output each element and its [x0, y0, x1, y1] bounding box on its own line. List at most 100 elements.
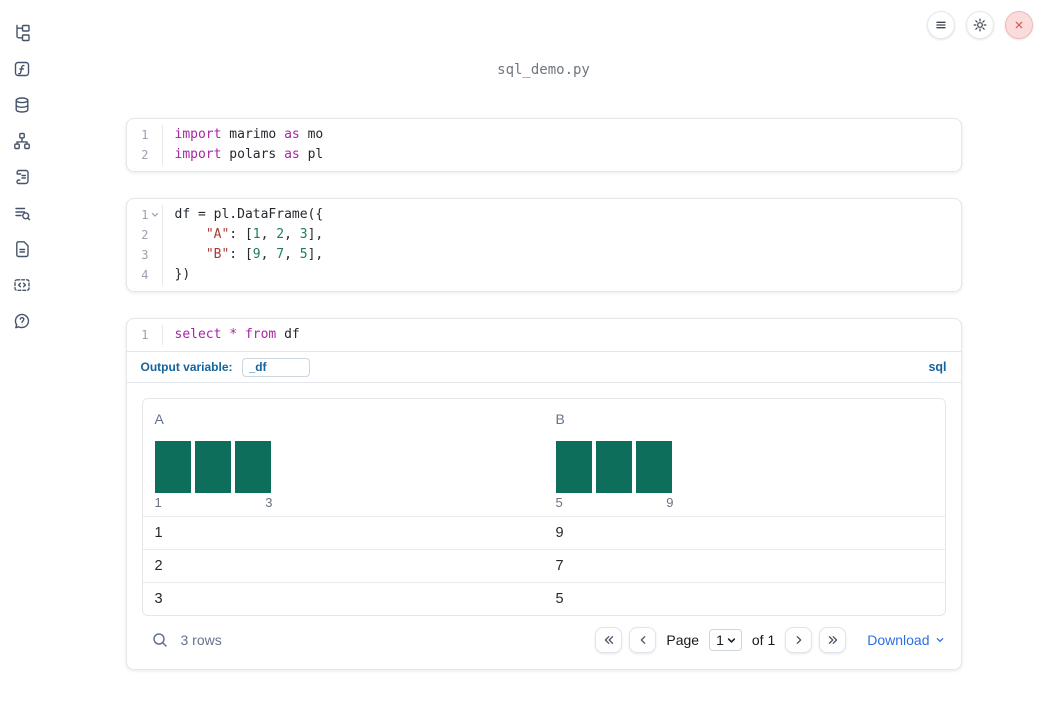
histogram-bar — [555, 441, 592, 493]
histogram-bar — [635, 441, 672, 493]
code-line: 1 select * from df — [127, 325, 961, 345]
code-cell-dataframe: 1 df = pl.DataFrame({2 "A": [1, 2, 3], 3 "… — [125, 198, 962, 292]
notebook-filename[interactable]: sql_demo.py — [497, 62, 590, 78]
code-line: 3 "B": [9, 7, 5], — [127, 245, 961, 265]
chevrons-left-icon — [602, 633, 616, 647]
chevrons-right-icon — [826, 633, 840, 647]
download-label: Download — [867, 632, 930, 648]
sql-language-badge: sql — [928, 360, 947, 374]
scratchpad-icon — [16, 169, 29, 185]
next-page-button[interactable] — [785, 627, 813, 653]
sidebar-item-functions[interactable] — [13, 60, 31, 78]
code-text: import marimo as mo — [174, 127, 324, 142]
help-icon — [14, 313, 30, 329]
code-text: "A": [1, 2, 3], — [205, 227, 324, 242]
download-button[interactable]: Download — [867, 632, 945, 648]
dependency-graph-icon — [14, 132, 30, 150]
first-page-button[interactable] — [595, 627, 623, 653]
code-line: 2 "A": [1, 2, 3], — [127, 225, 961, 245]
notebook-area: sql_demo.py 1 import marimo as mo 2 import … — [44, 0, 1043, 696]
sidebar-item-file-explorer[interactable] — [13, 24, 31, 42]
sidebar-item-dependency-graph[interactable] — [13, 132, 31, 150]
line-number: 1 — [141, 208, 149, 222]
search-icon[interactable] — [151, 631, 169, 649]
sidebar-item-scratchpad[interactable] — [13, 168, 31, 186]
sql-cell: 1 select * from df Output variable: sql A… — [125, 318, 962, 670]
last-page-button[interactable] — [819, 627, 847, 653]
previous-page-button[interactable] — [629, 627, 657, 653]
column-label: B — [555, 411, 565, 427]
histogram-bar — [154, 441, 191, 493]
histogram-bar — [194, 441, 231, 493]
gutter-spacer — [149, 225, 163, 245]
gutter-spacer — [149, 145, 163, 165]
gutter-spacer — [149, 125, 163, 145]
row-count: 3 rows — [180, 632, 222, 648]
code-editor[interactable]: 1 import marimo as mo 2 import polars as pl — [127, 119, 961, 171]
chevron-left-icon — [636, 633, 650, 647]
page-select[interactable]: 1 — [709, 629, 742, 651]
file-explorer-icon — [16, 24, 30, 42]
sidebar-item-snippets[interactable] — [13, 276, 31, 294]
sidebar-item-data-sources[interactable] — [13, 96, 31, 114]
pagination: Page 1 of 1 — [595, 627, 945, 653]
fold-chevron-down-icon[interactable] — [149, 205, 163, 225]
line-number: 2 — [141, 228, 149, 242]
chevron-down-icon — [934, 634, 946, 646]
sidebar-item-table-of-contents[interactable] — [13, 204, 31, 222]
table-cell: 7 — [555, 558, 564, 574]
line-number: 4 — [141, 268, 149, 282]
chevron-down-icon — [725, 634, 738, 647]
gutter-spacer — [149, 265, 163, 285]
sidebar-item-help[interactable] — [13, 312, 31, 330]
code-line: 1 df = pl.DataFrame({ — [127, 205, 961, 225]
page-label: Page — [666, 632, 700, 648]
table-footer: 3 rows Page — [142, 626, 946, 654]
close-icon — [1012, 18, 1026, 32]
line-number: 1 — [141, 128, 149, 142]
menu-button[interactable] — [927, 11, 955, 39]
data-sources-icon — [15, 97, 29, 113]
code-line: 1 import marimo as mo — [127, 125, 961, 145]
code-text: }) — [174, 267, 191, 282]
histogram-bar — [234, 441, 271, 493]
gutter-spacer — [149, 325, 163, 345]
sql-editor[interactable]: 1 select * from df — [127, 319, 961, 351]
code-line: 4}) — [127, 265, 961, 285]
table-of-contents-icon — [15, 207, 31, 221]
column-label: A — [154, 411, 164, 427]
page-of-label: of 1 — [751, 632, 776, 648]
close-button[interactable] — [1005, 11, 1033, 39]
output-variable-input[interactable] — [241, 357, 310, 377]
code-text: df = pl.DataFrame({ — [174, 207, 324, 222]
snippets-icon — [14, 279, 30, 291]
histogram-bar — [595, 441, 632, 493]
documentation-icon — [16, 241, 29, 258]
gutter-spacer — [149, 245, 163, 265]
output-variable-label: Output variable: — [140, 360, 233, 374]
table-cell: 9 — [555, 525, 564, 541]
sidebar-item-documentation[interactable] — [13, 240, 31, 258]
page-select-value: 1 — [716, 632, 724, 648]
settings-button[interactable] — [966, 11, 994, 39]
code-text: import polars as pl — [174, 147, 324, 162]
line-number: 3 — [141, 248, 149, 262]
code-line: 2 import polars as pl — [127, 145, 961, 165]
code-cell-imports: 1 import marimo as mo 2 import polars as pl — [125, 118, 962, 172]
table-cell: 1 — [154, 525, 163, 541]
table-cell: 3 — [154, 591, 163, 607]
code-editor[interactable]: 1 df = pl.DataFrame({2 "A": [1, 2, 3], 3 "… — [127, 199, 961, 291]
table-cell: 5 — [555, 591, 564, 607]
